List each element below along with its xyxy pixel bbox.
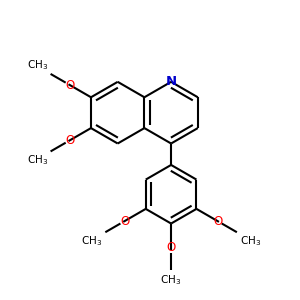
Text: CH$_3$: CH$_3$ <box>240 234 261 248</box>
Text: CH$_3$: CH$_3$ <box>81 234 103 248</box>
Text: O: O <box>167 242 176 254</box>
Text: O: O <box>65 134 74 147</box>
Text: O: O <box>120 214 129 228</box>
Text: N: N <box>166 75 177 88</box>
Text: O: O <box>65 79 74 92</box>
Text: CH$_3$: CH$_3$ <box>27 58 48 72</box>
Text: CH$_3$: CH$_3$ <box>160 273 182 287</box>
Text: O: O <box>213 214 222 228</box>
Text: CH$_3$: CH$_3$ <box>27 153 48 167</box>
